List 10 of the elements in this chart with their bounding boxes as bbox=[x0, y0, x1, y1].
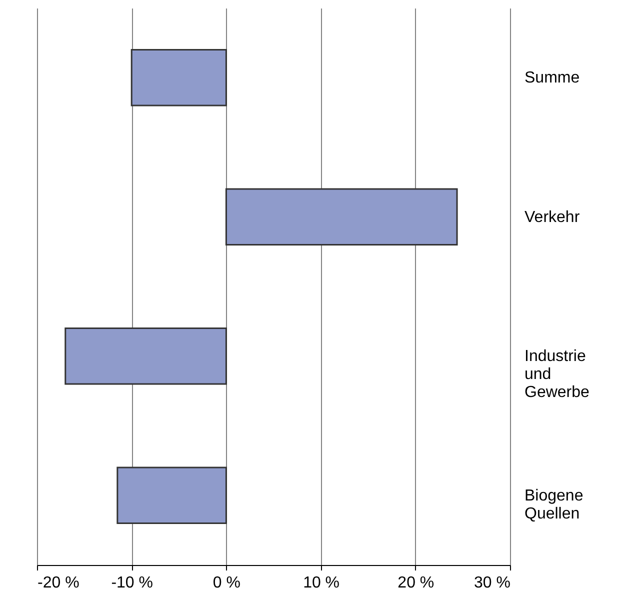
x-tick-label: 30 % bbox=[474, 574, 510, 592]
x-tick-label: -20 % bbox=[38, 574, 80, 592]
x-tick-label: 0 % bbox=[212, 574, 240, 592]
y-tick-label: Biogene Quellen bbox=[524, 487, 584, 522]
x-tick-label: -10 % bbox=[111, 574, 153, 592]
y-tick-label: Industrie und Gewerbe bbox=[524, 348, 590, 402]
x-tick-label: 20 % bbox=[398, 574, 434, 592]
x-tick-label: 10 % bbox=[303, 574, 340, 592]
y-tick-label: Summe bbox=[524, 70, 580, 87]
y-tick-label: Verkehr bbox=[524, 208, 580, 226]
